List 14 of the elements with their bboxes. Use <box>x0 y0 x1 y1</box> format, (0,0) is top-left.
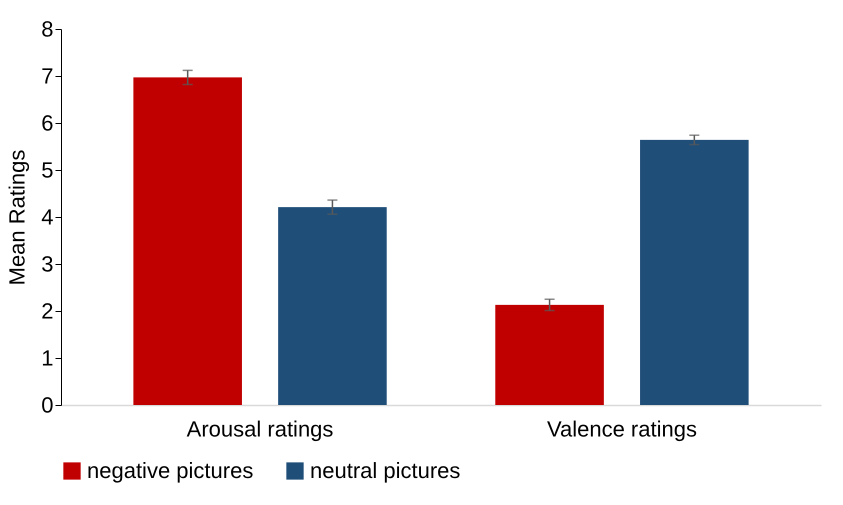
x-tick-label: Valence ratings <box>546 416 697 442</box>
y-tick-label: 3 <box>41 252 54 276</box>
y-tick-label: 5 <box>41 158 54 182</box>
legend-label: neutral pictures <box>310 458 460 483</box>
y-axis-title: Mean Ratings <box>4 150 30 286</box>
y-tick-label: 1 <box>41 346 54 370</box>
y-tick-label: 4 <box>41 204 54 230</box>
y-tick-label: 8 <box>41 16 54 42</box>
y-tick-label: 2 <box>41 298 54 324</box>
y-tick-label: 0 <box>41 392 54 418</box>
x-tick-label: Arousal ratings <box>186 416 334 442</box>
legend-label: negative pictures <box>87 458 254 483</box>
y-tick-label: 6 <box>41 110 54 136</box>
y-tick-label: 7 <box>41 64 54 88</box>
